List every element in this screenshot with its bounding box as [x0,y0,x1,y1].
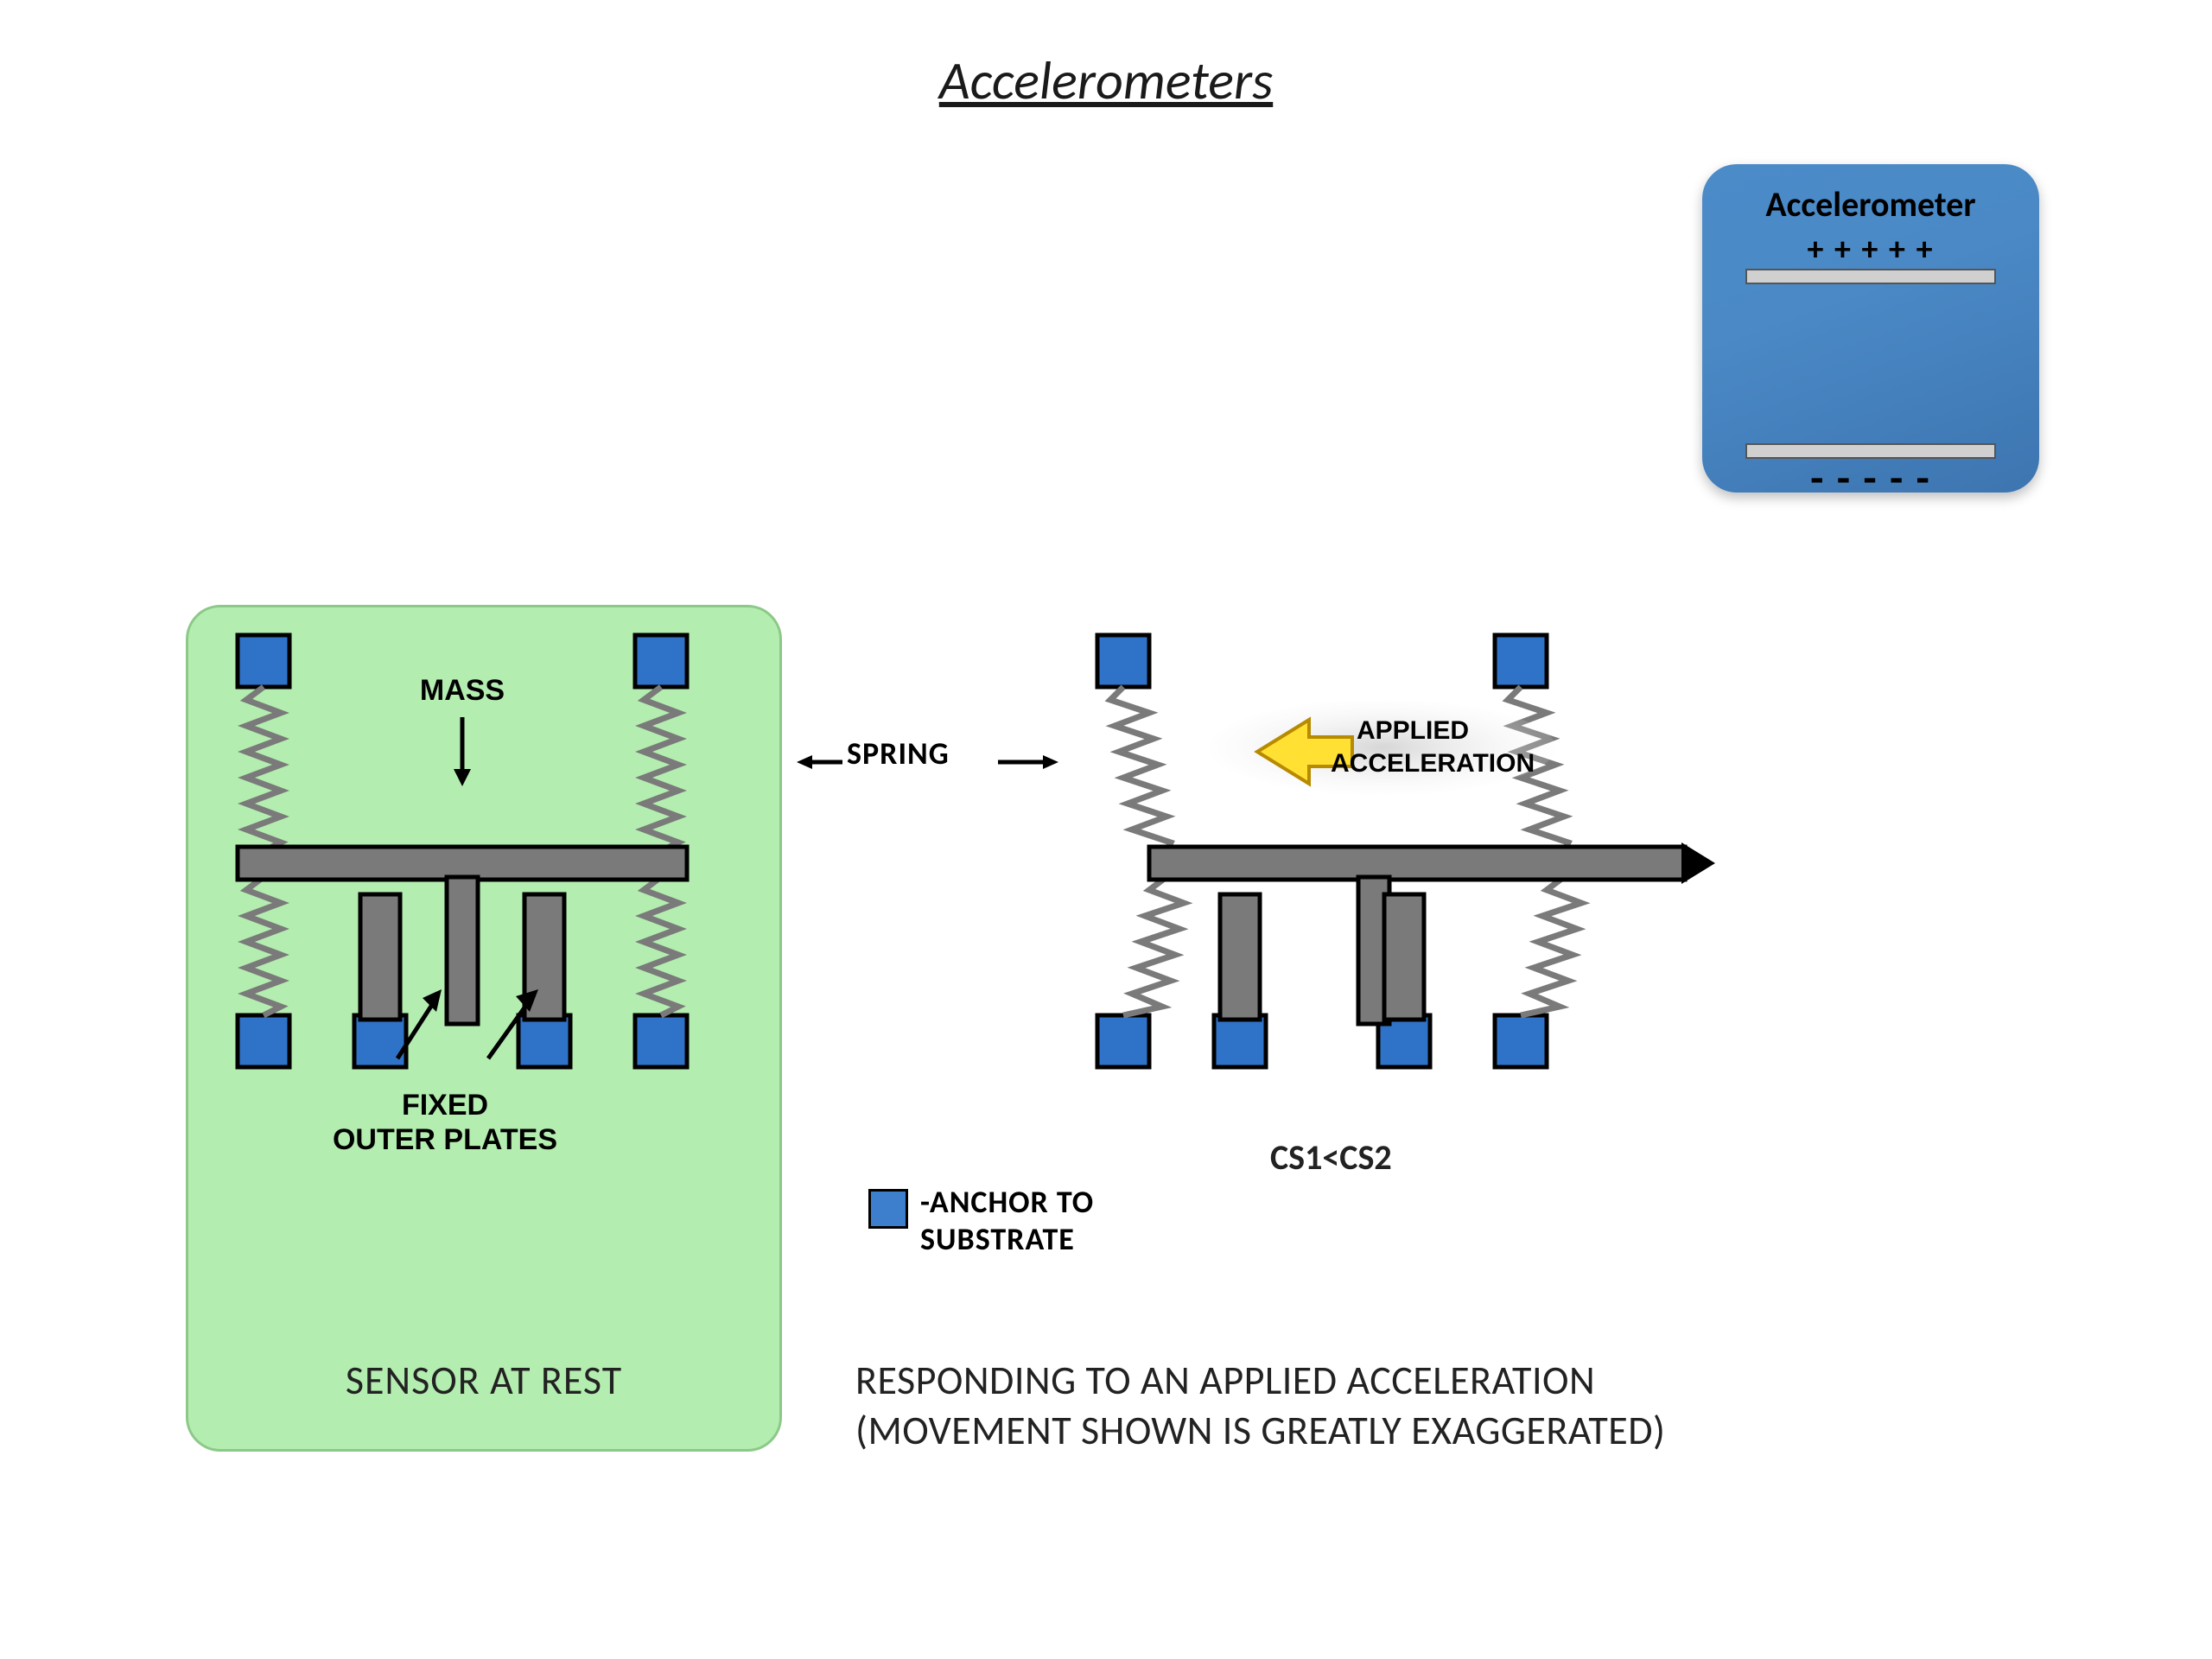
capacitor-top-plate [1745,269,1996,284]
sensor-responding-caption: RESPONDING TO AN APPLIED ACCELERATION (M… [855,1357,1892,1456]
mass-label: MASS [420,674,505,707]
spring-label: SPRING [847,734,950,772]
applied-label-1: APPLIED [1357,716,1469,745]
capacitor-box: Accelerometer + + + + + - - - - - [1702,164,2039,493]
cs-label: CS1<CS2 [1270,1136,1392,1179]
anchor-legend: -ANCHOR TO SUBSTRATE [868,1184,1094,1258]
anchor-legend-swatch [868,1189,908,1229]
sensor-rest-diagram: MASS FIXED OUTER PLATES [203,626,765,1231]
fixed-plates-label-1: FIXED [402,1089,488,1122]
capacitor-title: Accelerometer [1728,183,2013,226]
spring-arrow-left-icon [795,753,847,771]
capacitor-plus-signs: + + + + + [1745,230,1996,270]
applied-label-2: ACCELERATION [1331,749,1535,778]
fixed-plates-label-2: OUTER PLATES [333,1123,557,1156]
sensor-rest-caption: SENSOR AT REST [259,1357,709,1405]
capacitor-plates: + + + + + - - - - - [1728,234,2013,476]
anchor-legend-text: -ANCHOR TO SUBSTRATE [920,1184,1094,1258]
capacitor-minus-signs: - - - - - [1745,466,1996,492]
spring-arrow-right-icon [994,753,1063,771]
page-title: Accelerometers [939,48,1273,113]
